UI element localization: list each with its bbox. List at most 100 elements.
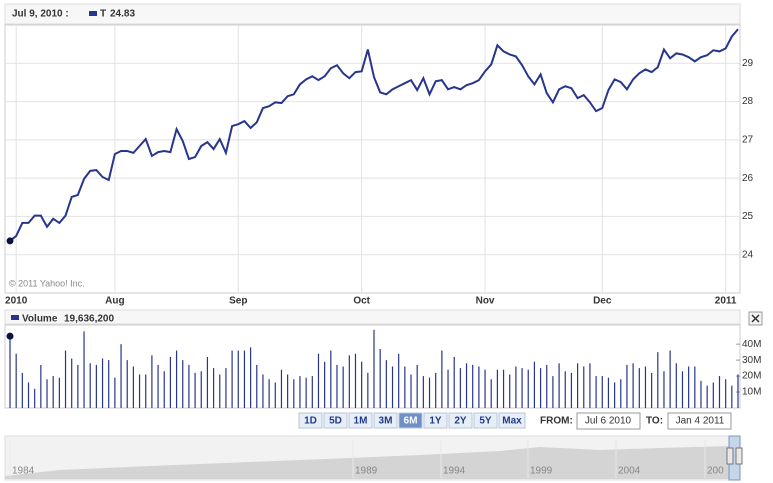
volume-bar [317, 353, 320, 408]
y-tick-label: 40M [742, 339, 761, 350]
range-button-box[interactable] [498, 412, 526, 429]
range-buttons: 1D 5D 1M 3M 6M 1Y 2Y 5Y Max [298, 412, 526, 429]
volume-bar [311, 376, 313, 408]
volume-bar [484, 369, 486, 408]
range-button-box[interactable] [448, 412, 473, 429]
volume-bar [95, 364, 97, 408]
range-button-label: 3M [379, 416, 393, 427]
volume-bar [77, 364, 79, 408]
volume-bar [361, 361, 363, 408]
range-button[interactable]: 5Y [473, 412, 498, 429]
volume-bar [219, 374, 221, 408]
x-tick-label: 2010 [5, 296, 28, 307]
range-button[interactable]: 1D [298, 412, 323, 429]
volume-bar [515, 366, 517, 408]
volume-bar [169, 356, 172, 408]
to-input[interactable] [667, 412, 732, 430]
volume-bar [595, 376, 597, 408]
range-button-box[interactable] [423, 412, 448, 429]
range-button[interactable]: 5D [323, 412, 348, 429]
range-button-label: 5Y [479, 416, 492, 427]
volume-bar [175, 350, 178, 408]
volume-bar [206, 356, 209, 408]
volume-bar [428, 377, 431, 408]
legend-name: T [100, 9, 106, 20]
volume-bar [731, 385, 733, 408]
y-tick-label: 28 [742, 96, 754, 107]
volume-bar [570, 372, 573, 408]
from-label: FROM: [540, 416, 573, 427]
volume-bar [21, 372, 23, 408]
x-tick-label: Nov [476, 296, 495, 307]
range-button[interactable]: 2Y [448, 412, 473, 429]
navigator-year: 1989 [355, 466, 378, 477]
volume-bar [651, 372, 653, 408]
volume-bar [268, 379, 270, 408]
volume-bar [453, 356, 455, 408]
x-tick-label: Aug [105, 296, 124, 307]
copyright: © 2011 Yahoo! Inc. [9, 278, 85, 288]
volume-bar [663, 371, 665, 408]
volume-bar [472, 364, 474, 408]
volume-bar [280, 369, 283, 408]
volume-strip [4, 309, 741, 325]
volume-bar [435, 372, 437, 408]
navigator-area [5, 446, 738, 479]
hover-value: 24.83 [110, 9, 135, 20]
volume-bar [718, 376, 721, 408]
volume-bar [367, 372, 369, 408]
volume-bar [490, 379, 492, 408]
navigator-year: 1999 [530, 466, 553, 477]
from-date: Jul 6 2010 [585, 416, 632, 427]
volume-bar [620, 379, 622, 408]
range-button[interactable]: 6M [398, 412, 423, 429]
range-button[interactable]: Max [498, 412, 526, 429]
volume-bar [15, 353, 17, 408]
volume-bar [114, 377, 116, 408]
range-button-box[interactable] [298, 412, 323, 429]
range-button[interactable]: 3M [373, 412, 398, 429]
range-button[interactable]: 1M [348, 412, 373, 429]
volume-bar [64, 350, 67, 408]
volume-bar [496, 369, 498, 408]
volume-bar [688, 366, 690, 408]
volume-bar [404, 366, 406, 408]
close-button[interactable] [748, 311, 763, 326]
volume-bar [200, 371, 202, 408]
range-button-box[interactable] [348, 412, 373, 429]
volume-bar [250, 347, 252, 408]
volume-bar [132, 366, 134, 408]
range-button-box[interactable] [398, 412, 423, 429]
y-tick-label: 20M [742, 371, 761, 382]
range-button[interactable]: 1Y [423, 412, 448, 429]
range-button-box[interactable] [373, 412, 398, 429]
volume-bar [638, 368, 640, 408]
volume-bar [459, 368, 461, 408]
volume-swatch [11, 315, 19, 320]
range-button-box[interactable] [323, 412, 348, 429]
navigator-handle-left[interactable] [726, 447, 734, 465]
volume-bar [465, 363, 468, 408]
range-button-label: 1D [304, 416, 317, 427]
volume-bar [46, 379, 48, 408]
from-input[interactable] [576, 412, 641, 430]
volume-bar [58, 377, 60, 408]
hover-marker [6, 237, 14, 245]
volume-bar [34, 388, 36, 408]
range-button-box[interactable] [473, 412, 498, 429]
volume-bar [706, 385, 708, 408]
volume-bar [533, 361, 536, 408]
volume-bar [509, 374, 511, 408]
volume-bar [626, 364, 628, 408]
volume-bar [305, 377, 307, 408]
volume-bar [101, 358, 104, 408]
volume-bar [737, 374, 739, 408]
navigator-handle-right[interactable] [735, 447, 743, 465]
volume-name: Volume [22, 314, 58, 325]
close-icon [751, 314, 760, 323]
volume-bar [342, 366, 344, 408]
to-date: Jan 4 2011 [676, 416, 725, 427]
volume-bar [675, 363, 677, 408]
volume-bar [558, 363, 560, 408]
